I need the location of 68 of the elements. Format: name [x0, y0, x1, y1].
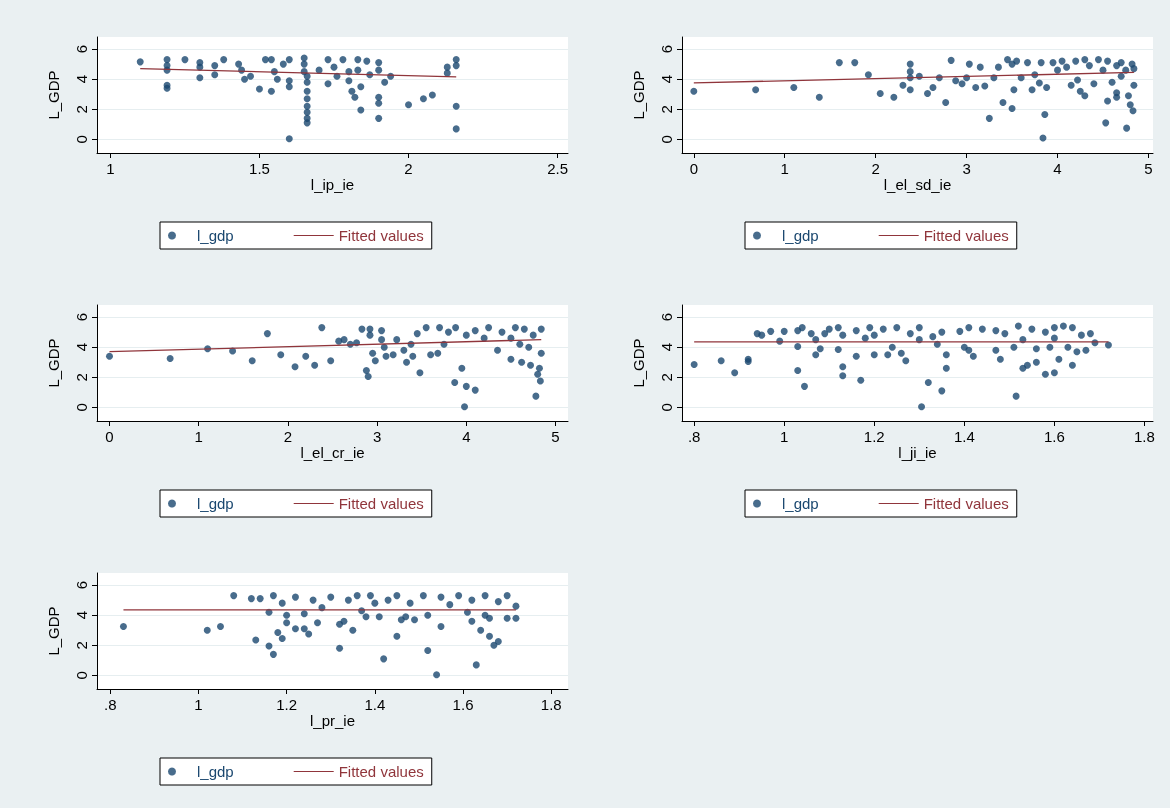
- y-tick-label: 6: [658, 312, 675, 322]
- y-axis-title: L_GDP: [630, 70, 647, 120]
- legend-label: Fitted values: [338, 227, 424, 244]
- x-tick-label: 1.2: [276, 696, 298, 713]
- legend-label: Fitted values: [338, 763, 424, 780]
- legend-label: l_gdp: [782, 227, 819, 244]
- x-tick-label: 1.8: [1134, 428, 1155, 445]
- y-tick-label: 4: [73, 75, 90, 84]
- x-tick-label: 1.4: [364, 696, 386, 713]
- y-tick-label: 0: [658, 403, 675, 412]
- x-tick-label: 1.4: [953, 428, 975, 445]
- x-tick-label: 4: [1053, 160, 1062, 177]
- x-tick-label: 2: [871, 160, 880, 177]
- x-tick-label: 1.5: [249, 160, 270, 177]
- x-tick-label: 1: [194, 428, 203, 445]
- x-tick-label: 1.2: [863, 428, 885, 445]
- legend-label: l_gdp: [197, 495, 234, 512]
- x-tick-label: 0: [689, 160, 698, 177]
- legend-label: Fitted values: [923, 227, 1009, 244]
- x-axis-title: l_el_sd_ie: [883, 175, 952, 193]
- x-tick-label: .8: [103, 696, 117, 713]
- y-axis-title: L_GDP: [45, 606, 62, 656]
- x-tick-label: 1.6: [452, 696, 474, 713]
- legend-label: Fitted values: [338, 495, 424, 512]
- y-tick-label: 6: [658, 44, 675, 54]
- x-tick-label: 5: [1144, 160, 1153, 177]
- x-tick-label: 1: [194, 696, 203, 713]
- x-tick-label: 5: [551, 428, 560, 445]
- x-tick-label: 1: [780, 428, 789, 445]
- x-axis-title: l_ji_ie: [898, 443, 937, 461]
- y-tick-label: 2: [73, 373, 90, 382]
- x-tick-label: 1: [106, 160, 115, 177]
- y-tick-label: 4: [658, 75, 675, 84]
- x-axis-title: l_ip_ie: [310, 175, 355, 193]
- y-tick-label: 6: [73, 44, 90, 54]
- legend-label: l_gdp: [197, 227, 234, 244]
- legend-label: Fitted values: [923, 495, 1009, 512]
- x-tick-label: 2: [404, 160, 413, 177]
- x-tick-label: 4: [462, 428, 471, 445]
- y-tick-label: 2: [73, 105, 90, 114]
- y-tick-label: 0: [73, 671, 90, 680]
- x-tick-label: 2: [283, 428, 293, 445]
- y-axis-title: L_GDP: [630, 338, 647, 388]
- y-tick-label: 0: [73, 403, 90, 412]
- x-tick-label: 3: [962, 160, 971, 177]
- x-axis-title: l_pr_ie: [309, 711, 356, 729]
- y-tick-label: 4: [658, 343, 675, 352]
- y-tick-label: 2: [658, 373, 675, 382]
- y-axis-title: L_GDP: [45, 70, 62, 120]
- y-axis-title: L_GDP: [45, 338, 62, 388]
- y-tick-label: 4: [73, 343, 90, 352]
- y-tick-label: 0: [658, 135, 675, 144]
- x-axis-title: l_el_cr_ie: [300, 443, 365, 461]
- x-tick-label: 2.5: [547, 160, 568, 177]
- y-tick-label: 4: [73, 611, 90, 620]
- x-tick-label: 1.6: [1043, 428, 1065, 445]
- x-tick-label: 1.8: [540, 696, 562, 713]
- y-tick-label: 0: [73, 135, 90, 144]
- x-tick-label: 3: [372, 428, 382, 445]
- y-tick-label: 2: [658, 105, 675, 114]
- y-tick-label: 6: [73, 312, 90, 322]
- x-tick-label: 0: [105, 428, 114, 445]
- x-tick-label: .8: [687, 428, 701, 445]
- legend-label: l_gdp: [197, 763, 234, 780]
- x-tick-label: 1: [780, 160, 789, 177]
- y-tick-label: 2: [73, 641, 90, 650]
- y-tick-label: 6: [73, 580, 90, 590]
- legend-label: l_gdp: [782, 495, 819, 512]
